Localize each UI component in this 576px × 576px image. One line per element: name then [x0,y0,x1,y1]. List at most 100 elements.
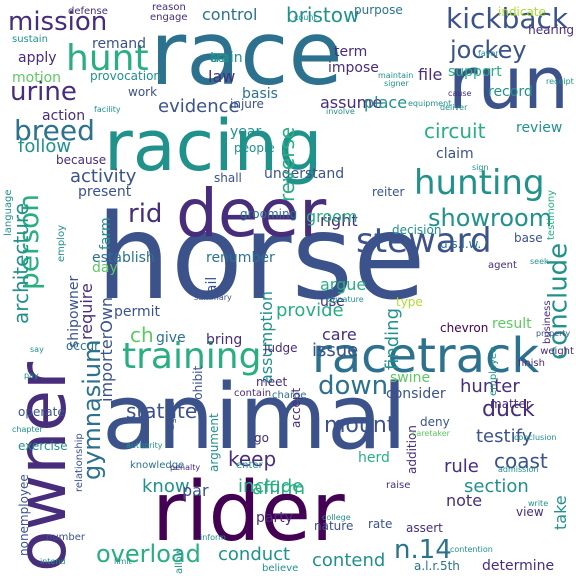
cloud-word: bristow [286,3,359,27]
cloud-word: section [464,476,529,497]
cloud-word: establish [92,250,155,266]
cloud-word: agree [166,401,177,430]
cloud-word: type [396,295,423,309]
cloud-word: cause [448,89,472,98]
cloud-word: charge [272,390,306,401]
cloud-word: rid [128,199,162,229]
cloud-word: equipment [408,99,451,108]
cloud-word: result [492,316,532,332]
cloud-word: affirm [252,478,305,499]
cloud-word: review [516,120,562,136]
cloud-word: permit [114,304,161,320]
cloud-word: statute [126,399,197,423]
cloud-word: right [320,211,358,230]
cloud-word: authority [126,441,163,450]
cloud-word: base [514,231,543,245]
cloud-word: require [77,283,96,340]
cloud-word: control [202,5,257,24]
cloud-word: impose [328,60,379,76]
cloud-word: accept [289,387,303,428]
cloud-word: renumber [206,250,275,266]
cloud-word: count [294,13,317,22]
cloud-word: weight [540,346,574,357]
cloud-word: use [320,294,345,310]
cloud-word: intend [40,557,66,566]
cloud-word: business [542,300,553,344]
cloud-word: chevron [440,321,488,335]
cloud-word: exercise [18,439,68,453]
cloud-word: a.l.r.5th [414,559,460,573]
cloud-word: hunting [414,163,545,203]
cloud-word: reverse [275,127,299,202]
cloud-word: owner [3,362,82,572]
cloud-word: urine [10,77,77,107]
cloud-word: hearing [528,23,574,37]
cloud-word: farm [98,217,114,250]
cloud-word: contain [234,388,271,399]
cloud-word: chapter [12,425,44,434]
cloud-word: caretaker [412,429,451,438]
cloud-word: shipowner [66,276,82,348]
cloud-word: occur [66,339,99,353]
cloud-word: testimony [546,190,557,240]
cloud-word: basis [242,86,278,102]
cloud-word: reason [152,2,186,13]
cloud-word: herd [358,450,390,466]
cloud-word: assume [320,93,382,112]
cloud-word: motion [12,70,61,86]
cloud-word: hunt [66,38,149,79]
cloud-word: property [536,329,571,338]
cloud-word: agent [488,260,517,271]
cloud-word: hunter [460,376,520,397]
cloud-word: indicate [498,5,546,19]
cloud-word: shall [214,171,242,185]
cloud-word: because [56,153,106,167]
cloud-word: care [322,325,357,344]
cloud-word: run [448,41,569,125]
cloud-word: sign [472,163,489,172]
cloud-word: assumption [257,291,276,384]
cloud-word: testify [476,426,533,447]
cloud-word: down [318,371,388,401]
cloud-word: judge [263,341,298,355]
cloud-word: take [551,495,570,530]
cloud-word: write [528,499,548,508]
cloud-word: college [322,513,351,522]
cloud-word: ch [130,323,154,347]
cloud-word: keep [228,447,276,471]
cloud-word: deliver [440,103,468,112]
cloud-word: claim [436,146,474,162]
cloud-word: seek [530,257,549,266]
cloud-word: contention [450,545,493,554]
cloud-word: kickback [446,2,569,35]
cloud-word: term [334,44,367,60]
cloud-word: allow [174,548,185,574]
cloud-word: give [156,330,186,346]
cloud-word: argument [207,413,221,472]
cloud-word: file [418,65,442,84]
cloud-word: nonemployee [17,474,31,556]
cloud-word: importerOwn [97,297,116,402]
cloud-word: prohibit [191,365,205,412]
cloud-word: deny [420,415,450,429]
cloud-word: purpose [354,3,403,17]
cloud-word: mount [324,413,396,438]
cloud-word: believe [262,563,298,574]
cloud-word: decision [392,223,441,237]
cloud-word: horse [96,188,426,326]
cloud-word: record [488,84,533,100]
cloud-word: swine [390,370,430,386]
cloud-word: relationship [74,433,85,492]
cloud-word: facility [94,105,121,114]
cloud-word: injure [230,97,264,111]
cloud-word: action [42,108,85,124]
cloud-word: grooming [240,207,297,221]
cloud-word: finding [382,308,403,370]
cloud-word: receipt [546,77,574,86]
cloud-word: addition [405,425,419,474]
cloud-word: consider [386,386,446,402]
cloud-word: provocation [90,69,161,83]
cloud-word: day [92,260,118,276]
cloud-word: architecture [9,203,33,324]
cloud-word: support [448,64,502,80]
